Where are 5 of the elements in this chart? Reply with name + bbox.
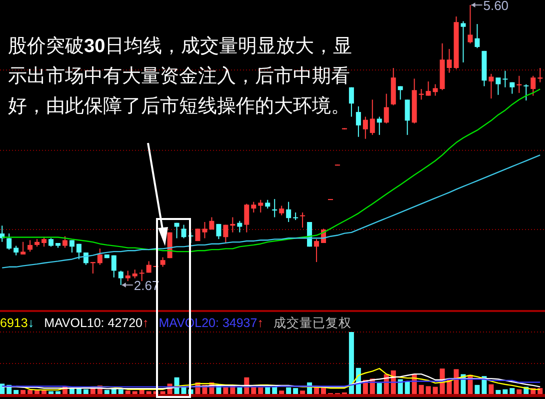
annotation: 股价突破30日均线，成交量明显放大，显示出市场中有大量资金注入，后市中期看好，由此保障了后市短线操作的大环境。 [8,35,352,117]
annotation: 5.60 [483,0,509,13]
text: 6913↓ [0,316,34,330]
text: MAVOL10: 42720↑ [44,316,149,330]
text: 成交量已复权 [273,315,352,330]
